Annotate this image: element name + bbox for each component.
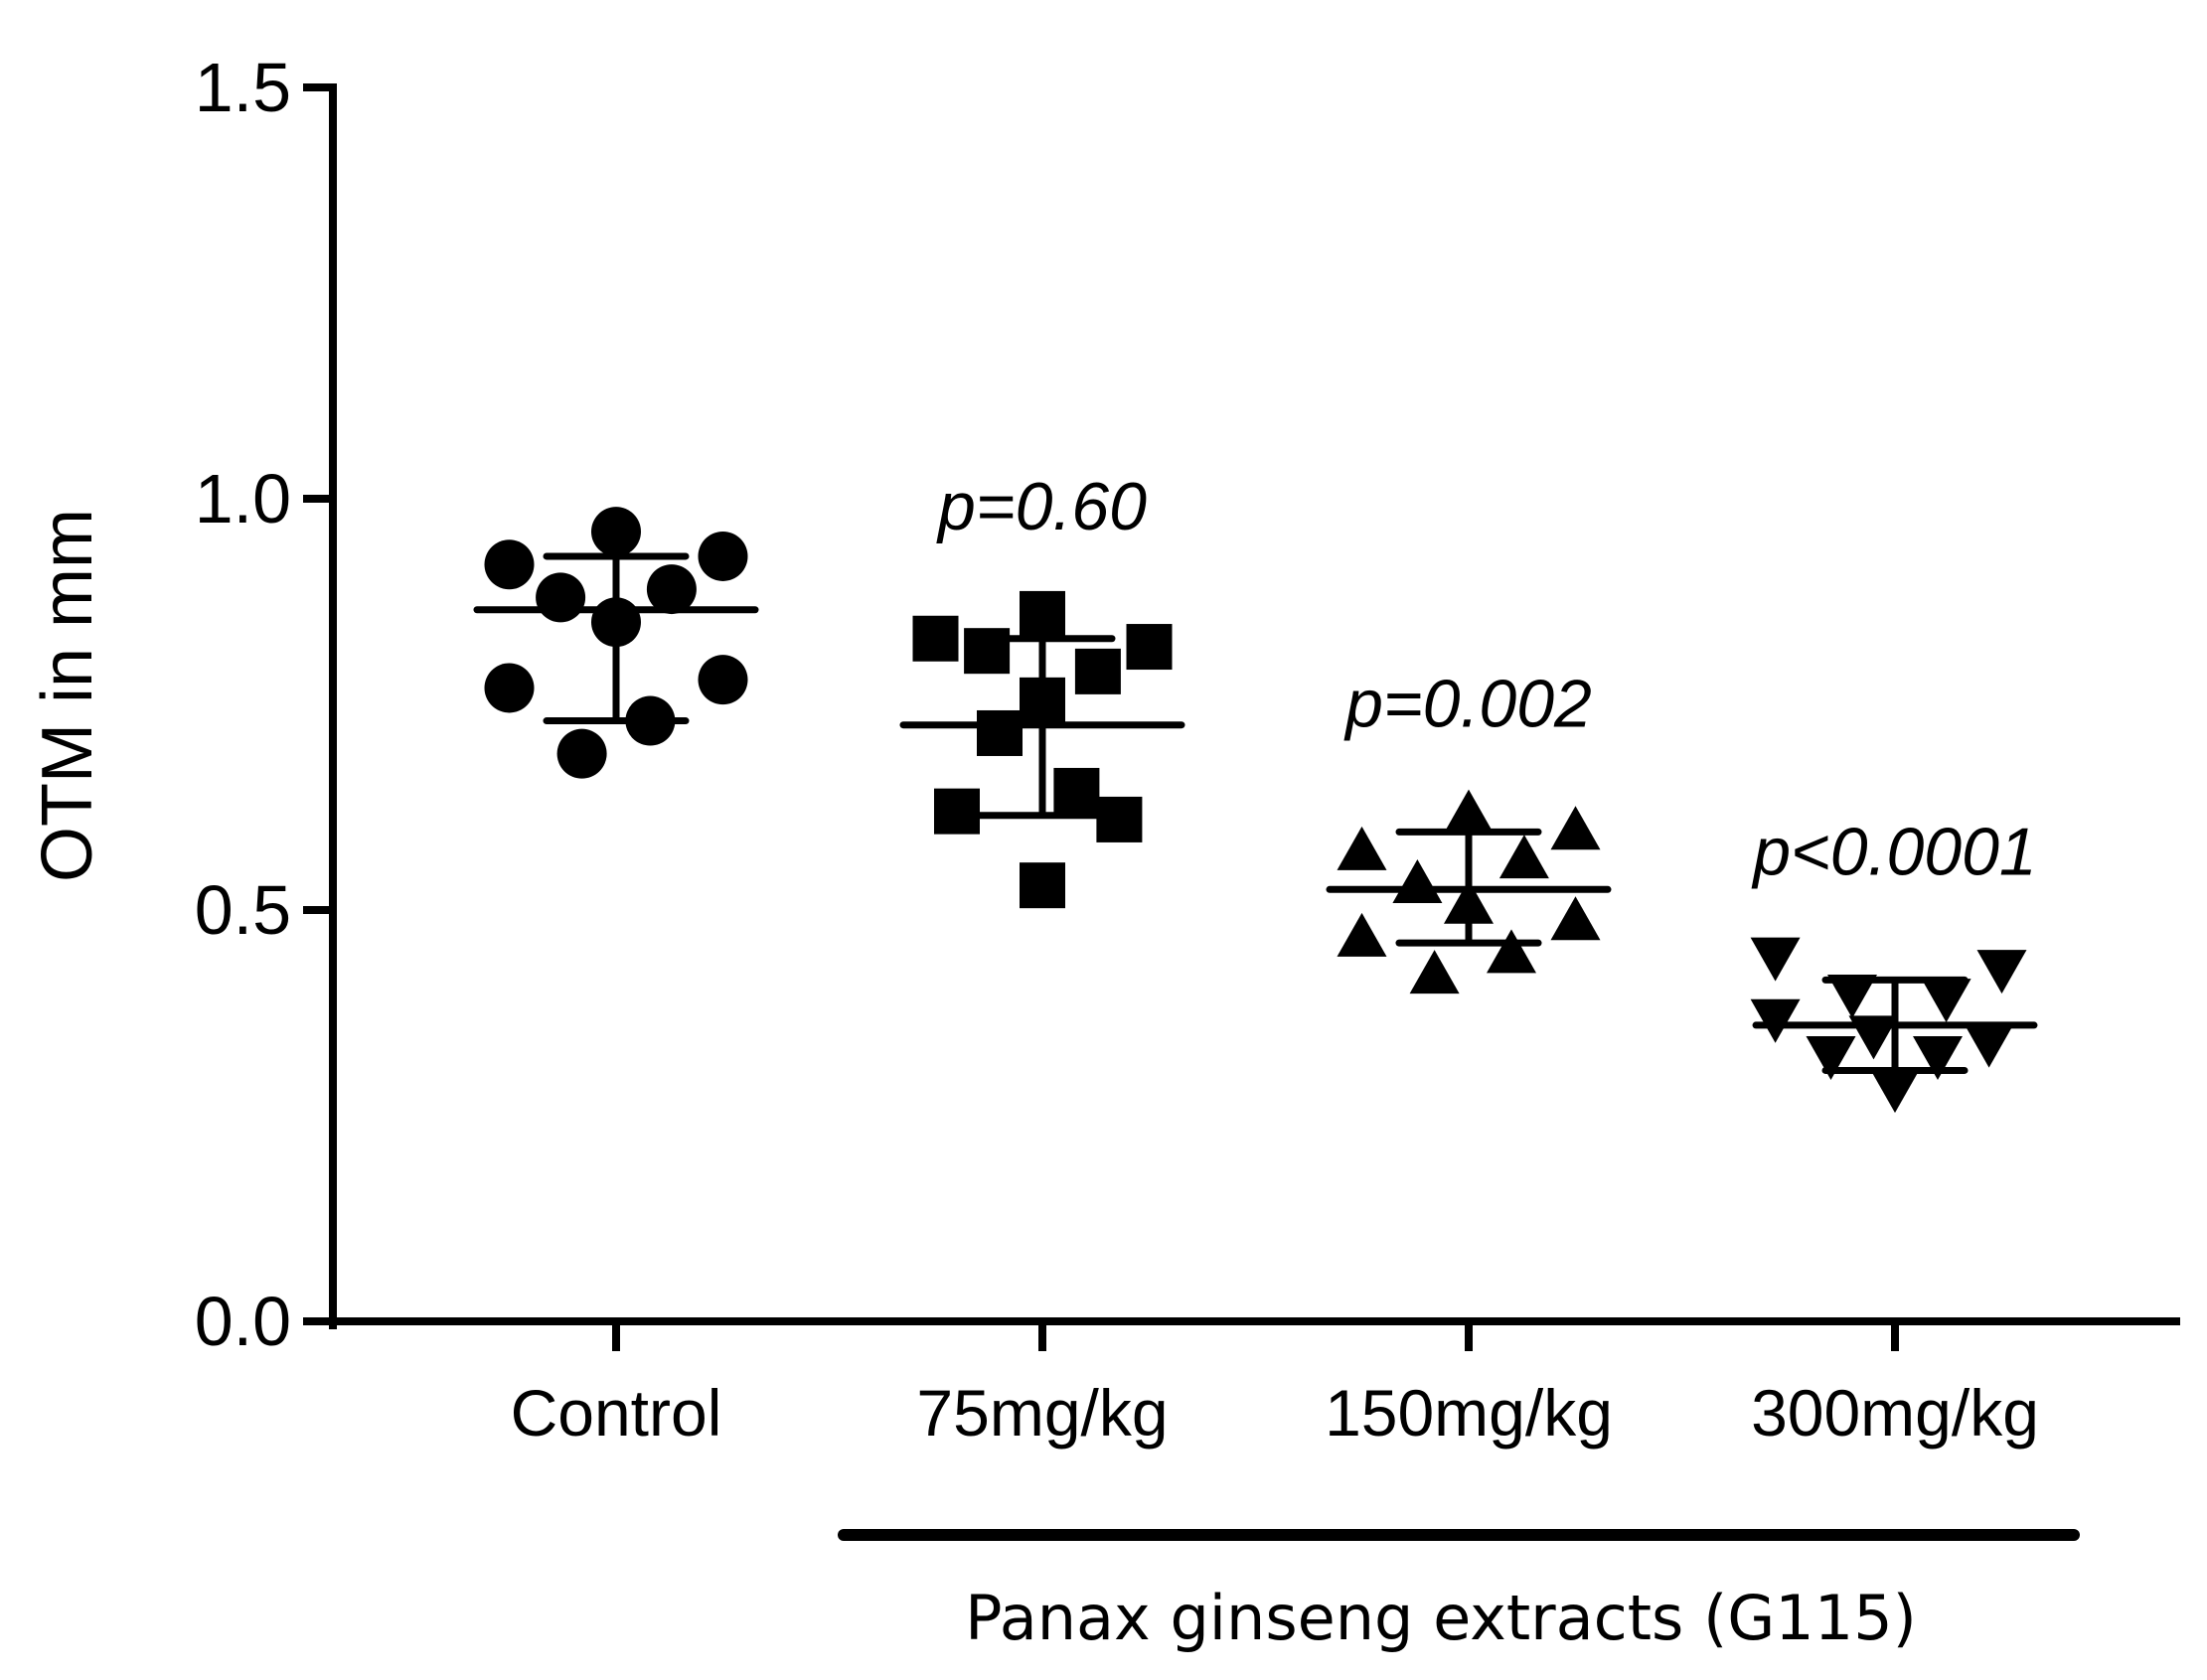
p-value-75mg-kg: p=0.60	[936, 469, 1147, 544]
point-150mg-kg-1	[1444, 789, 1494, 834]
x-tick-label-300mg-kg: 300mg/kg	[1751, 1376, 2039, 1450]
x-tick-label-150mg-kg: 150mg/kg	[1325, 1376, 1613, 1450]
point-150mg-kg-7	[1337, 912, 1387, 957]
point-75mg-kg-10	[1096, 796, 1143, 842]
point-300mg-kg-10	[1870, 1069, 1920, 1114]
y-tick-label-1-0: 1.0	[195, 460, 291, 537]
point-75mg-kg-4	[1126, 624, 1173, 671]
x-tick-label-75mg-kg: 75mg/kg	[916, 1376, 1168, 1450]
point-control-10	[556, 728, 607, 779]
point-300mg-kg-5	[1750, 998, 1801, 1043]
point-150mg-kg-8	[1550, 896, 1601, 941]
point-75mg-kg-8	[1053, 767, 1100, 814]
point-150mg-kg-10	[1409, 950, 1460, 994]
point-75mg-kg-1	[1020, 590, 1065, 637]
point-150mg-kg-5	[1392, 859, 1443, 904]
point-75mg-kg-5	[1074, 648, 1121, 694]
point-75mg-kg-9	[934, 788, 980, 835]
y-tick-label-1-5: 1.5	[195, 49, 291, 126]
chart-axes: 0.0 0.5 1.0 1.5 Control 75mg/kg 150mg/kg 300mg/…	[195, 49, 2180, 1541]
point-300mg-kg-9	[1913, 1036, 1963, 1081]
x-tick-label-control: Control	[511, 1376, 722, 1450]
point-75mg-kg-2	[912, 615, 959, 662]
point-300mg-kg-2	[1976, 950, 2027, 994]
point-control-3	[591, 507, 641, 557]
p-value-150mg-kg: p=0.002	[1343, 667, 1592, 742]
y-tick-label-0-0: 0.0	[195, 1283, 291, 1360]
point-300mg-kg-7	[1964, 1023, 2014, 1068]
point-control-6	[698, 531, 748, 581]
point-control-5	[646, 564, 697, 615]
point-75mg-kg-7	[977, 709, 1023, 756]
point-control-8	[698, 655, 748, 705]
point-control-2	[536, 572, 586, 623]
point-300mg-kg-3	[1827, 974, 1877, 1018]
point-300mg-kg-8	[1806, 1036, 1856, 1081]
y-axis-label: OTM in mm	[28, 509, 107, 882]
point-300mg-kg-4	[1921, 979, 1971, 1023]
point-75mg-kg-11	[1020, 862, 1065, 909]
chart-marks: p=0.60 p=0.002 p<0.0001	[473, 469, 2038, 1114]
p-value-300mg-kg: p<0.0001	[1751, 815, 2037, 890]
point-150mg-kg-9	[1487, 929, 1536, 974]
point-300mg-kg-1	[1750, 937, 1801, 982]
y-tick-label-0-5: 0.5	[195, 871, 291, 949]
point-150mg-kg-2	[1550, 806, 1601, 850]
point-control-7	[484, 663, 535, 713]
group-label: Panax ginseng extracts (G115)	[965, 1582, 1917, 1654]
point-control-1	[484, 539, 535, 590]
point-150mg-kg-3	[1337, 826, 1387, 870]
point-150mg-kg-4	[1498, 835, 1549, 879]
point-75mg-kg-3	[964, 628, 1011, 675]
